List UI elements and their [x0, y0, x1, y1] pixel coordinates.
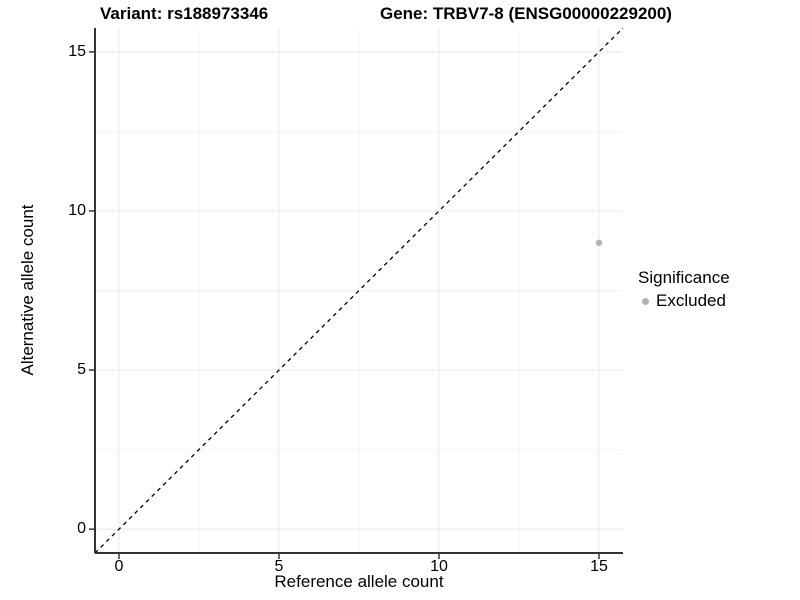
data-point — [595, 239, 603, 246]
excluded-point-icon — [642, 297, 649, 305]
variant-title: Variant: rs188973346 — [100, 4, 269, 23]
x-tick-label: 15 — [590, 558, 608, 575]
x-tick-label: 0 — [114, 558, 124, 575]
gene-title: Gene: TRBV7-8 (ENSG00000229200) — [380, 4, 672, 23]
legend-item-excluded: Excluded — [638, 291, 730, 311]
y-tick-label: 10 — [68, 201, 86, 219]
legend-item-label: Excluded — [656, 291, 726, 310]
y-tick-label: 15 — [68, 42, 86, 60]
x-tick-label: 10 — [430, 558, 448, 575]
x-axis-title: Reference allele count — [274, 572, 444, 591]
x-tick-label: 5 — [274, 558, 284, 575]
legend: Significance Excluded — [638, 268, 730, 311]
y-tick-label: 5 — [77, 361, 86, 379]
legend-title: Significance — [638, 268, 730, 287]
y-tick-label: 0 — [77, 520, 86, 538]
